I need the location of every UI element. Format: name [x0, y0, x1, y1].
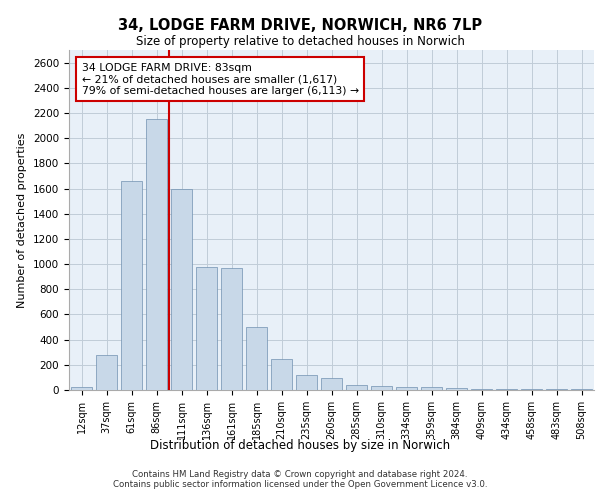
- Text: Contains HM Land Registry data © Crown copyright and database right 2024.
Contai: Contains HM Land Registry data © Crown c…: [113, 470, 487, 489]
- Bar: [521, 388, 542, 390]
- Text: 34, LODGE FARM DRIVE, NORWICH, NR6 7LP: 34, LODGE FARM DRIVE, NORWICH, NR6 7LP: [118, 18, 482, 32]
- Bar: [146, 120, 167, 390]
- Bar: [171, 188, 192, 390]
- Text: 34 LODGE FARM DRIVE: 83sqm
← 21% of detached houses are smaller (1,617)
79% of s: 34 LODGE FARM DRIVE: 83sqm ← 21% of deta…: [82, 62, 359, 96]
- Bar: [321, 378, 342, 390]
- Y-axis label: Number of detached properties: Number of detached properties: [17, 132, 28, 308]
- Bar: [346, 385, 367, 390]
- Bar: [396, 388, 417, 390]
- Bar: [196, 266, 217, 390]
- Bar: [121, 181, 142, 390]
- Bar: [271, 358, 292, 390]
- Text: Size of property relative to detached houses in Norwich: Size of property relative to detached ho…: [136, 35, 464, 48]
- Text: Distribution of detached houses by size in Norwich: Distribution of detached houses by size …: [150, 440, 450, 452]
- Bar: [221, 268, 242, 390]
- Bar: [446, 388, 467, 390]
- Bar: [296, 375, 317, 390]
- Bar: [96, 354, 117, 390]
- Bar: [371, 386, 392, 390]
- Bar: [71, 387, 92, 390]
- Bar: [471, 388, 492, 390]
- Bar: [421, 388, 442, 390]
- Bar: [246, 327, 267, 390]
